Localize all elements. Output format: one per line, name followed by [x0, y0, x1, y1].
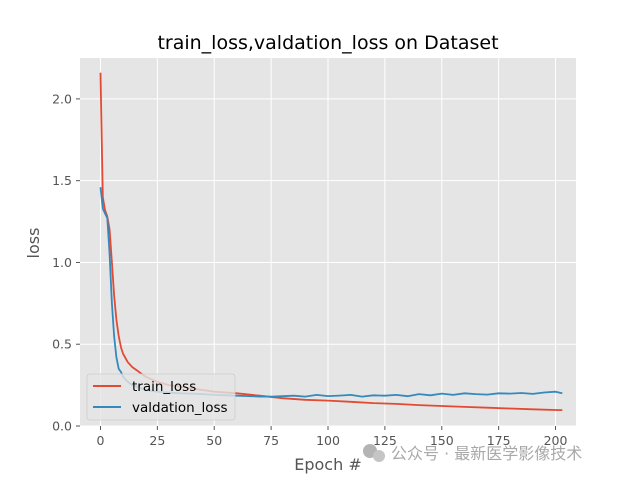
legend: train_loss valdation_loss: [86, 373, 236, 421]
legend-label-valdation-loss: valdation_loss: [132, 400, 228, 416]
legend-label-train-loss: train_loss: [132, 379, 196, 395]
x-tick-label: 0: [97, 433, 105, 448]
x-tick-label: 75: [263, 433, 279, 448]
y-tick-label: 0.0: [52, 419, 72, 434]
x-axis-label: Epoch #: [294, 455, 361, 474]
x-tick-label: 175: [487, 433, 511, 448]
grid-lines: [80, 58, 576, 427]
watermark-text: 公众号 · 最新医学影像技术: [391, 444, 582, 463]
x-tick-label: 25: [149, 433, 165, 448]
chart-title: train_loss,valdation_loss on Dataset: [157, 32, 498, 54]
y-tick-label: 0.5: [52, 337, 72, 352]
x-tick-label: 200: [544, 433, 568, 448]
x-tick-label: 50: [206, 433, 222, 448]
legend-box: [86, 373, 236, 421]
x-axis-ticks: 0 25 50 75 100 125 150 175 200: [97, 426, 568, 448]
y-tick-label: 1.5: [52, 173, 72, 188]
series-line-valdation-loss: [99, 187, 563, 398]
wechat-icon-bubble: [373, 450, 385, 462]
x-tick-label: 100: [316, 433, 340, 448]
y-axis-label: loss: [24, 228, 43, 259]
y-tick-label: 1.0: [52, 255, 72, 270]
y-axis-ticks: 0.0 0.5 1.0 1.5 2.0: [52, 91, 80, 434]
y-tick-label: 2.0: [52, 91, 72, 106]
x-tick-label: 125: [373, 433, 397, 448]
watermark: 公众号 · 最新医学影像技术: [363, 444, 582, 463]
x-tick-label: 150: [430, 433, 454, 448]
